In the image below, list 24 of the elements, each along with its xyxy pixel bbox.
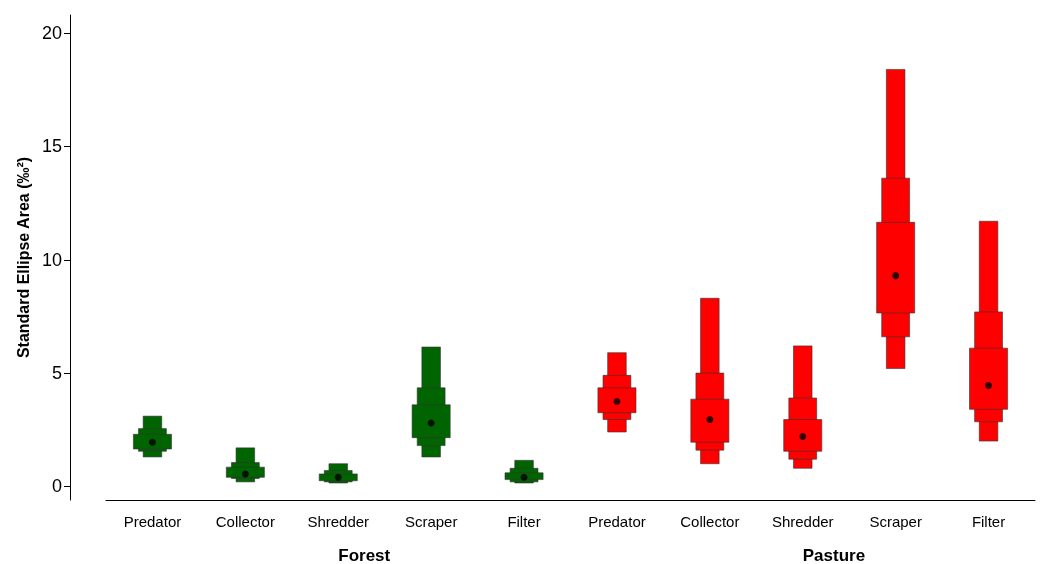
- point: [706, 416, 714, 424]
- point: [427, 419, 435, 427]
- x-tick-label: Predator: [123, 513, 182, 530]
- x-tick-label: Collector: [680, 513, 740, 530]
- x-tick-label: Scraper: [869, 513, 922, 530]
- x-tick-label: Shredder: [307, 513, 370, 530]
- x-tick-label: Filter: [507, 513, 541, 530]
- x-tick-label: Shredder: [771, 513, 834, 530]
- y-tick-label: 15: [41, 136, 62, 157]
- text: Pasture: [802, 546, 866, 564]
- x-tick-label: Filter: [971, 513, 1006, 530]
- text: Forest: [338, 546, 391, 564]
- point: [985, 382, 993, 390]
- x-tick-label: Scraper: [404, 513, 458, 530]
- point: [799, 433, 807, 441]
- y-axis-title: Standard Ellipse Area (‰²): [14, 156, 32, 359]
- x-tick-label: Collector: [215, 513, 275, 530]
- point: [613, 397, 621, 405]
- y-tick-label: 10: [41, 249, 62, 270]
- x-tick-label: Predator: [588, 513, 646, 530]
- y-tick-label: 20: [41, 23, 62, 44]
- point: [892, 272, 900, 280]
- y-tick-label: 0: [51, 476, 62, 497]
- y-tick-label: 5: [51, 363, 62, 384]
